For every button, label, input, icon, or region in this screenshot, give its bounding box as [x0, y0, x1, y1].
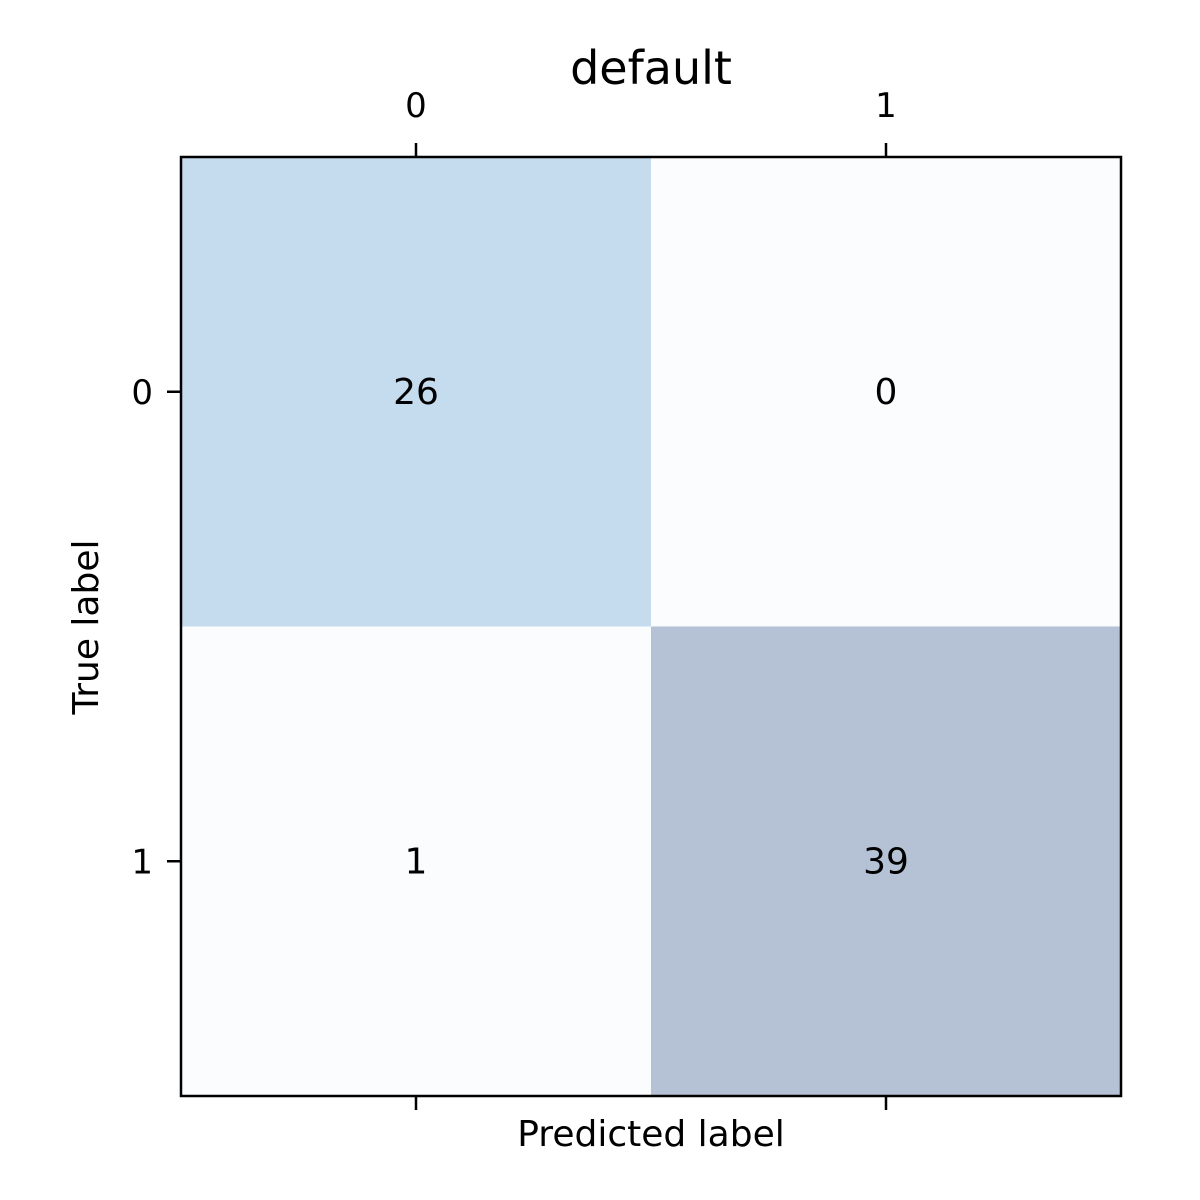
y-axis-label: True label [66, 540, 107, 716]
x-axis-label: Predicted label [517, 1114, 785, 1155]
heatmap-cell-r1-c0 [181, 626, 652, 1097]
cell-value-r0-c1: 0 [875, 372, 898, 413]
heatmap-cell-r1-c1 [651, 626, 1122, 1097]
plot-frame [179, 155, 1123, 1098]
heatmap-cell-r0-c1 [651, 157, 1122, 627]
axis-ticks: 0 1 0 1 [131, 86, 897, 1110]
heatmap-cells [181, 157, 1122, 1097]
heatmap-cell-r0-c0 [181, 157, 652, 627]
x-tick-label-0: 0 [405, 86, 427, 126]
chart-title: default [570, 41, 732, 95]
x-tick-label-1: 1 [875, 86, 897, 126]
cell-value-labels: 26 0 1 39 [393, 372, 909, 883]
cell-value-r1-c1: 39 [863, 841, 909, 882]
y-tick-label-0: 0 [131, 373, 153, 413]
y-tick-label-1: 1 [131, 842, 153, 882]
cell-value-r1-c0: 1 [405, 841, 428, 882]
cell-value-r0-c0: 26 [393, 372, 439, 413]
